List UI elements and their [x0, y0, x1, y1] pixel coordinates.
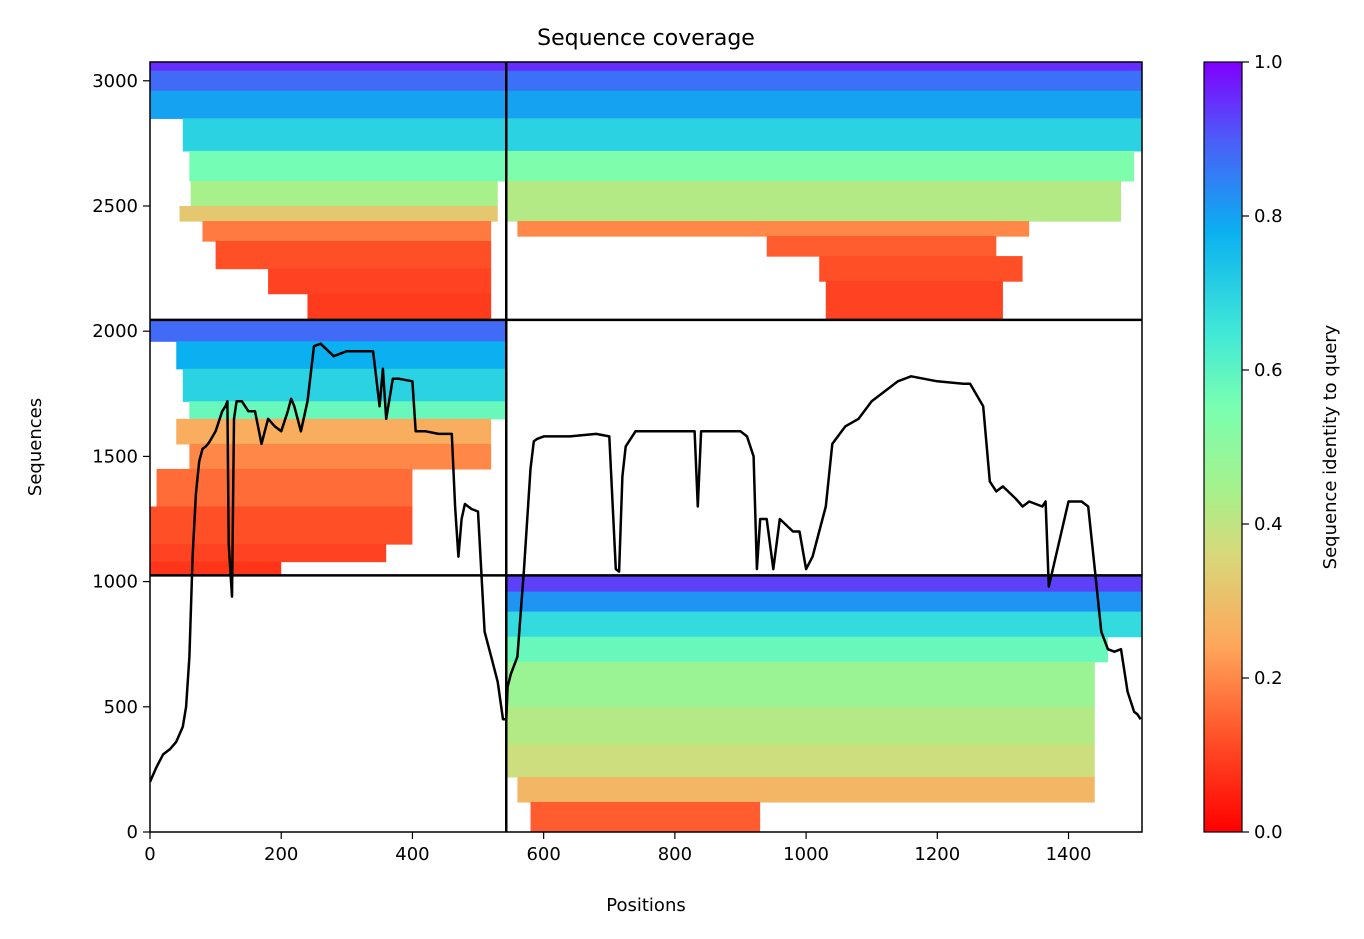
coverage-band [150, 544, 387, 563]
colorbar: 0.0 0.2 0.4 0.6 0.8 1.0 Sequence identity to … [1203, 52, 1341, 843]
coverage-band [268, 268, 492, 295]
x-tick-label: 0 [144, 844, 155, 865]
x-tick-label: 800 [658, 844, 692, 865]
x-axis: 0 200 400 600 800 1000 1200 1400 [144, 832, 1091, 865]
coverage-band [150, 506, 413, 545]
coverage-band [176, 341, 507, 370]
y-axis: 0 500 1000 1500 2000 2500 3000 [92, 71, 150, 843]
colorbar-tick-label: 0.8 [1254, 206, 1283, 227]
coverage-band [189, 150, 507, 182]
x-tick-label: 1000 [783, 844, 829, 865]
y-tick-label: 2000 [92, 321, 138, 342]
y-axis-label: Sequences [25, 398, 46, 496]
coverage-band [506, 706, 1095, 745]
chart-title: Sequence coverage [537, 26, 755, 51]
coverage-band [307, 293, 492, 321]
coverage-band [202, 221, 492, 242]
coverage-band [506, 636, 1108, 663]
coverage-band [506, 90, 1142, 119]
y-tick-label: 500 [104, 697, 138, 718]
colorbar-gradient [1203, 61, 1243, 833]
coverage-band [150, 70, 507, 92]
x-tick-label: 600 [526, 844, 560, 865]
coverage-band [506, 150, 1135, 182]
coverage-band [506, 62, 1142, 72]
coverage-block-4 [506, 575, 1142, 832]
coverage-block-2 [506, 62, 1142, 321]
coverage-band [156, 468, 413, 508]
coverage-band [506, 118, 1142, 152]
colorbar-ticks: 0.0 0.2 0.4 0.6 0.8 1.0 [1242, 52, 1283, 843]
coverage-line-group [150, 342, 1142, 783]
coverage-heatmap [150, 62, 1142, 832]
colorbar-tick-label: 0.4 [1254, 514, 1283, 535]
coverage-band [182, 368, 507, 402]
coverage-band [189, 401, 507, 420]
coverage-band [189, 443, 492, 470]
coverage-band [179, 205, 498, 222]
coverage-band [150, 561, 282, 576]
x-tick-label: 400 [395, 844, 429, 865]
colorbar-tick-label: 0.0 [1254, 822, 1283, 843]
coverage-band [215, 241, 492, 270]
coverage-band [819, 256, 1023, 282]
coverage-band [506, 611, 1142, 638]
y-tick-label: 1500 [92, 446, 138, 467]
coverage-band [506, 575, 1142, 593]
y-tick-label: 2500 [92, 196, 138, 217]
y-tick-label: 1000 [92, 572, 138, 593]
coverage-band [176, 418, 492, 445]
colorbar-tick-label: 0.6 [1254, 360, 1283, 381]
plot-frame [149, 61, 1143, 833]
coverage-band [825, 281, 1003, 321]
coverage-band [150, 90, 507, 119]
x-tick-label: 200 [264, 844, 298, 865]
coverage-band [506, 591, 1142, 613]
x-axis-label: Positions [606, 895, 685, 916]
coverage-band [182, 118, 507, 152]
coverage-band [150, 62, 507, 72]
coverage-block-1 [150, 62, 507, 321]
colorbar-tick-label: 0.2 [1254, 668, 1283, 689]
coverage-band [530, 801, 761, 832]
coverage-band [506, 661, 1095, 708]
coverage-line [150, 342, 1142, 783]
coverage-band [506, 70, 1142, 92]
x-tick-label: 1200 [914, 844, 960, 865]
coverage-band [517, 221, 1030, 237]
coverage-band [766, 236, 997, 257]
coverage-band [150, 319, 507, 342]
colorbar-tick-label: 1.0 [1254, 52, 1283, 73]
coverage-band [506, 744, 1095, 778]
x-tick-label: 1400 [1046, 844, 1092, 865]
colorbar-label: Sequence identity to query [1320, 324, 1341, 569]
coverage-band [190, 180, 498, 207]
coverage-band [506, 180, 1122, 222]
y-tick-label: 0 [127, 822, 138, 843]
y-tick-label: 3000 [92, 71, 138, 92]
coverage-band [517, 776, 1095, 803]
